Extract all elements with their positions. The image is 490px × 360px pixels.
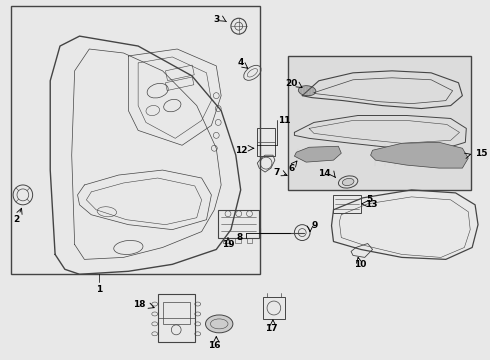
Bar bbox=[11, 6, 260, 274]
Polygon shape bbox=[370, 142, 468, 168]
Ellipse shape bbox=[205, 315, 233, 333]
Bar bbox=[257, 129, 275, 156]
Text: 1: 1 bbox=[96, 285, 102, 294]
Text: 16: 16 bbox=[208, 341, 220, 350]
Text: 19: 19 bbox=[221, 240, 234, 249]
Bar bbox=[223, 238, 229, 243]
Bar bbox=[235, 238, 241, 243]
Text: 17: 17 bbox=[265, 324, 277, 333]
Text: 20: 20 bbox=[285, 79, 297, 88]
Text: 12: 12 bbox=[235, 146, 247, 155]
Bar bbox=[163, 302, 190, 324]
Text: 8: 8 bbox=[236, 233, 243, 242]
Text: 11: 11 bbox=[278, 116, 290, 125]
Ellipse shape bbox=[298, 86, 316, 96]
Bar bbox=[288, 56, 471, 190]
Polygon shape bbox=[294, 146, 342, 162]
Bar bbox=[263, 297, 285, 319]
Text: 15: 15 bbox=[475, 149, 488, 158]
Text: 13: 13 bbox=[365, 200, 377, 209]
Text: 14: 14 bbox=[318, 168, 331, 177]
Text: 9: 9 bbox=[312, 221, 318, 230]
Text: 6: 6 bbox=[288, 163, 294, 172]
Text: 10: 10 bbox=[354, 260, 366, 269]
Bar bbox=[246, 238, 252, 243]
Text: 18: 18 bbox=[133, 300, 146, 309]
Text: 7: 7 bbox=[273, 167, 280, 176]
Bar bbox=[166, 77, 194, 90]
Ellipse shape bbox=[343, 179, 354, 185]
Text: 5: 5 bbox=[367, 195, 373, 204]
Bar bbox=[166, 65, 194, 81]
Text: 2: 2 bbox=[13, 215, 19, 224]
Bar bbox=[334, 195, 361, 213]
Bar bbox=[218, 210, 259, 238]
Text: 4: 4 bbox=[238, 58, 244, 67]
Bar bbox=[158, 294, 195, 342]
Text: 3: 3 bbox=[213, 15, 220, 24]
